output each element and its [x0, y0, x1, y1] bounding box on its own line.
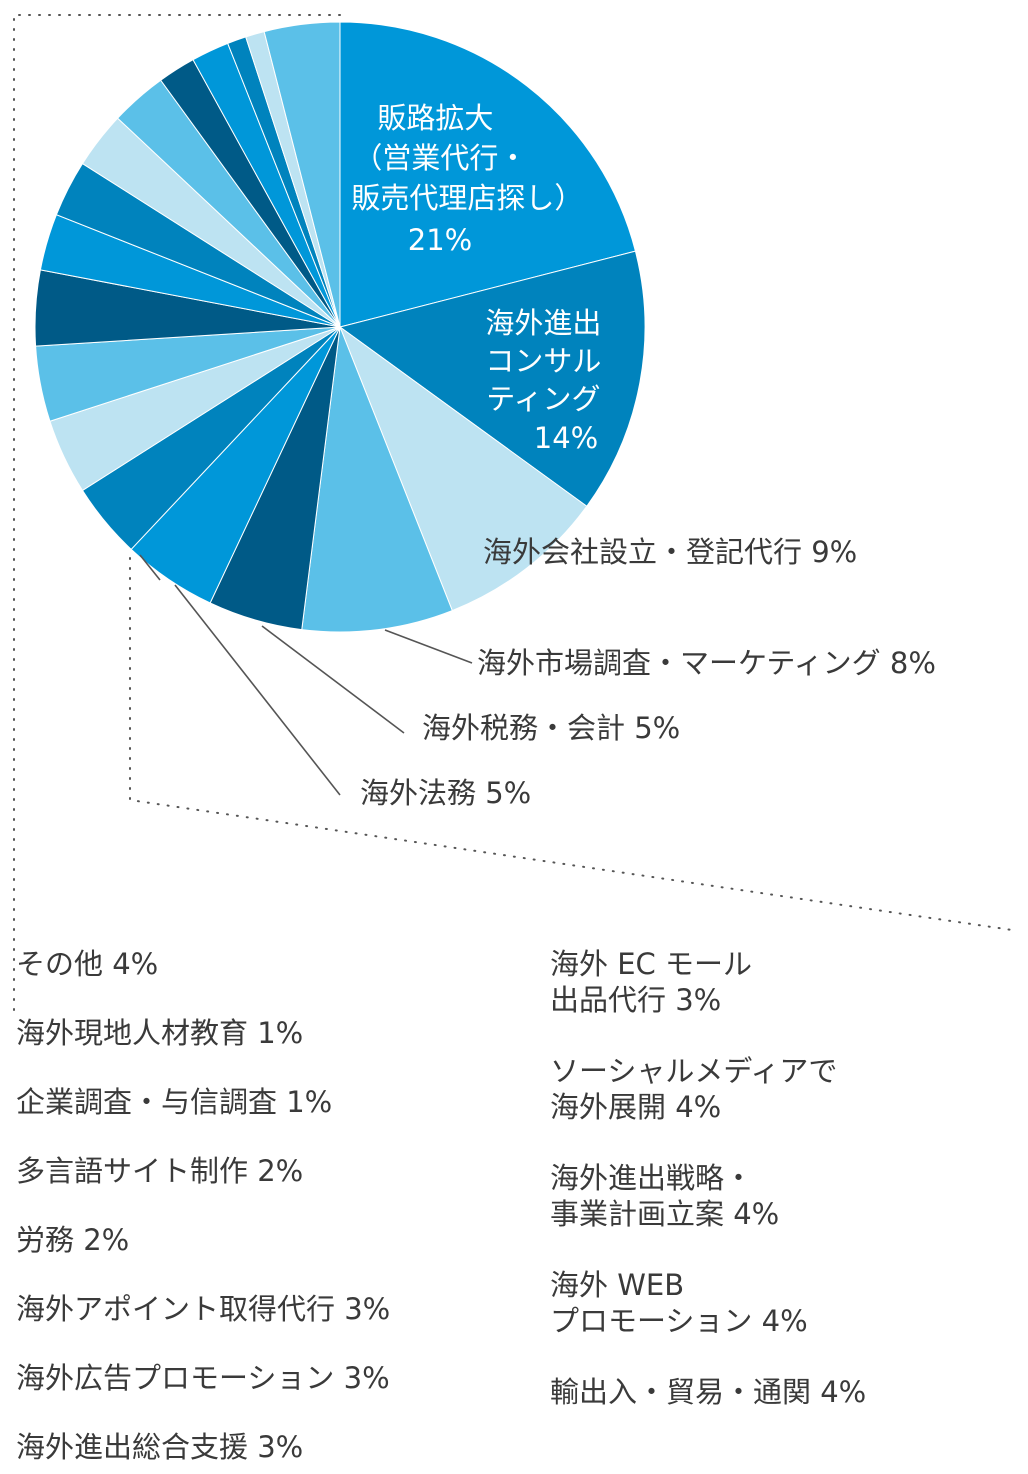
- pie-slice-3: [301, 326, 453, 633]
- pie-slice-18: [263, 21, 341, 328]
- legend-left-item-1: 海外現地人材教育 1%: [16, 1016, 304, 1050]
- callout-tax-accounting: 海外税務・会計 5%: [422, 711, 680, 745]
- legend-right-item-0: 海外 EC モール 出品代行 3%: [550, 947, 753, 1017]
- legend-right-item-1: ソーシャルメディアで 海外展開 4%: [550, 1054, 838, 1124]
- legend-right-item-3: 海外 WEB プロモーション 4%: [550, 1268, 808, 1338]
- pie-slice-2: [338, 325, 588, 612]
- legend-left-item-2: 企業調査・与信調査 1%: [16, 1085, 333, 1119]
- legend-left-item-3: 多言語サイト制作 2%: [16, 1154, 304, 1188]
- callout-company-setup: 海外会社設立・登記代行 9%: [483, 535, 857, 569]
- leader-lines: [139, 554, 473, 796]
- pie-slice-0: [339, 21, 637, 328]
- slice-label-consulting: 海外進出 コンサル ティング 14%: [485, 306, 610, 455]
- slice-label-sales-expansion: 販路拡大 （営業代行・ 販売代理店探し） 21%: [351, 101, 592, 257]
- legend-left-item-5: 海外アポイント取得代行 3%: [16, 1292, 391, 1326]
- legend-left-item-0: その他 4%: [16, 947, 159, 981]
- legend-right-item-2: 海外進出戦略・ 事業計画立案 4%: [550, 1161, 780, 1231]
- dotted-frame: [13, 14, 1013, 1011]
- callout-market-research: 海外市場調査・マーケティング 8%: [477, 646, 936, 680]
- legend-left-item-7: 海外進出総合支援 3%: [16, 1430, 304, 1464]
- legend-left-item-4: 労務 2%: [16, 1223, 130, 1257]
- legend-left-item-6: 海外広告プロモーション 3%: [16, 1361, 390, 1395]
- pie-slices: [34, 21, 646, 633]
- callout-legal: 海外法務 5%: [360, 776, 531, 810]
- legend-right-item-4: 輸出入・貿易・通関 4%: [550, 1375, 867, 1409]
- pie-slice-1: [338, 250, 646, 507]
